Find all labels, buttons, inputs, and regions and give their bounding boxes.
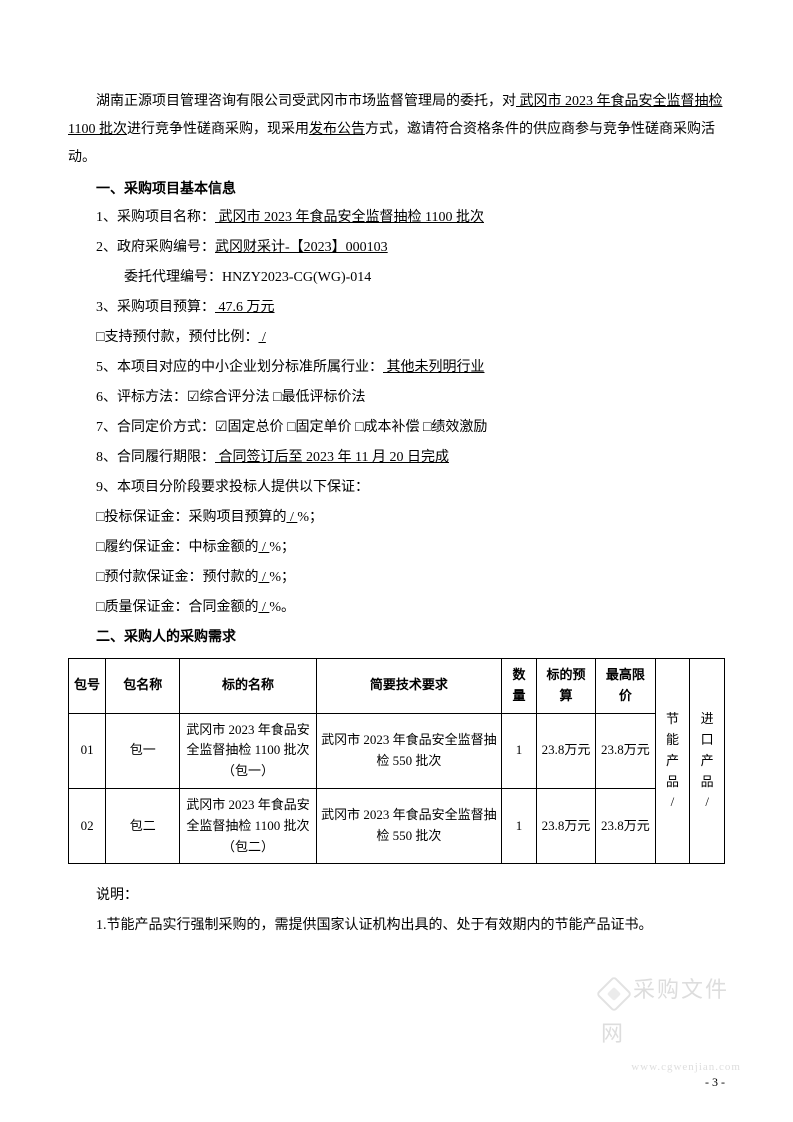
intro-prefix: 湖南正源项目管理咨询有限公司受武冈市市场监督管理局的委托，对 <box>96 94 516 109</box>
th-limit: 最高限价 <box>596 659 655 714</box>
th-budget: 标的预算 <box>536 659 595 714</box>
guarantee-2: □履约保证金：中标金额的 / %； <box>68 534 725 562</box>
g2-suffix: %； <box>269 540 295 555</box>
item3-value: 47.6 万元 <box>215 300 275 315</box>
watermark: 采购文件网 www.cgwenjian.com <box>601 968 741 1078</box>
g3-blank: / <box>258 570 269 585</box>
th-tech: 简要技术要求 <box>316 659 502 714</box>
item3-label: 3、采购项目预算： <box>96 300 215 315</box>
cell-name: 包二 <box>106 788 180 863</box>
table-header-row: 包号 包名称 标的名称 简要技术要求 数量 标的预算 最高限价 节能产品 / 进… <box>69 659 725 714</box>
cell-name: 包一 <box>106 713 180 788</box>
cell-limit: 23.8万元 <box>596 713 655 788</box>
g4-suffix: %。 <box>269 600 295 615</box>
g4-label: □质量保证金：合同金额的 <box>96 600 258 615</box>
item2-label: 2、政府采购编号： <box>96 240 215 255</box>
item8-label: 8、合同履行期限： <box>96 450 215 465</box>
g3-label: □预付款保证金：预付款的 <box>96 570 258 585</box>
g2-blank: / <box>258 540 269 555</box>
item2-sub-label: 委托代理编号： <box>124 270 222 285</box>
table-row: 01 包一 武冈市 2023 年食品安全监督抽检 1100 批次（包一） 武冈市… <box>69 713 725 788</box>
item-2-sub: 委托代理编号：HNZY2023-CG(WG)-014 <box>68 264 725 292</box>
cell-limit: 23.8万元 <box>596 788 655 863</box>
g1-suffix: %； <box>297 510 323 525</box>
item8-value: 合同签订后至 2023 年 11 月 20 日完成 <box>215 450 449 465</box>
item-7: 7、合同定价方式：☑固定总价 □固定单价 □成本补偿 □绩效激励 <box>68 414 725 442</box>
note-1: 1.节能产品实行强制采购的，需提供国家认证机构出具的、处于有效期内的节能产品证书… <box>68 912 725 940</box>
th-no: 包号 <box>69 659 106 714</box>
item-3: 3、采购项目预算： 47.6 万元 <box>68 294 725 322</box>
th-qty: 数量 <box>502 659 537 714</box>
intro-paragraph: 湖南正源项目管理咨询有限公司受武冈市市场监督管理局的委托，对 武冈市 2023 … <box>68 88 725 172</box>
item3-sub-blank: / <box>258 330 265 345</box>
side-col-2: 进口产品 / <box>690 659 725 864</box>
item-5: 5、本项目对应的中小企业划分标准所属行业： 其他未列明行业 <box>68 354 725 382</box>
g3-suffix: %； <box>269 570 295 585</box>
cell-subject: 武冈市 2023 年食品安全监督抽检 1100 批次（包一） <box>180 713 316 788</box>
cell-no: 01 <box>69 713 106 788</box>
watermark-icon <box>596 975 633 1012</box>
g1-label: □投标保证金：采购项目预算的 <box>96 510 286 525</box>
item-9: 9、本项目分阶段要求投标人提供以下保证： <box>68 474 725 502</box>
g1-blank: / <box>286 510 297 525</box>
item5-label: 5、本项目对应的中小企业划分标准所属行业： <box>96 360 383 375</box>
g4-blank: / <box>258 600 269 615</box>
item-6: 6、评标方法：☑综合评分法 □最低评标价法 <box>68 384 725 412</box>
cell-qty: 1 <box>502 713 537 788</box>
item-1: 1、采购项目名称： 武冈市 2023 年食品安全监督抽检 1100 批次 <box>68 204 725 232</box>
note-label: 说明： <box>68 882 725 910</box>
cell-budget: 23.8万元 <box>536 713 595 788</box>
guarantee-3: □预付款保证金：预付款的 / %； <box>68 564 725 592</box>
cell-tech: 武冈市 2023 年食品安全监督抽检 550 批次 <box>316 713 502 788</box>
cell-no: 02 <box>69 788 106 863</box>
item-3-sub: □支持预付款，预付比例： / <box>68 324 725 352</box>
cell-tech: 武冈市 2023 年食品安全监督抽检 550 批次 <box>316 788 502 863</box>
page-number: - 3 - <box>705 1070 725 1094</box>
item1-label: 1、采购项目名称： <box>96 210 215 225</box>
cell-subject: 武冈市 2023 年食品安全监督抽检 1100 批次（包二） <box>180 788 316 863</box>
intro-mid: 进行竞争性磋商采购，现采用 <box>127 122 309 137</box>
side-col-1: 节能产品 / <box>655 659 690 864</box>
item1-value: 武冈市 2023 年食品安全监督抽检 1100 批次 <box>215 210 484 225</box>
cell-qty: 1 <box>502 788 537 863</box>
item2-sub-value: HNZY2023-CG(WG)-014 <box>222 270 371 285</box>
th-name: 包名称 <box>106 659 180 714</box>
table-row: 02 包二 武冈市 2023 年食品安全监督抽检 1100 批次（包二） 武冈市… <box>69 788 725 863</box>
item5-value: 其他未列明行业 <box>383 360 485 375</box>
item3-sub: □支持预付款，预付比例： <box>96 330 258 345</box>
side-val-2: / <box>694 792 720 813</box>
cell-budget: 23.8万元 <box>536 788 595 863</box>
g2-label: □履约保证金：中标金额的 <box>96 540 258 555</box>
requirements-table: 包号 包名称 标的名称 简要技术要求 数量 标的预算 最高限价 节能产品 / 进… <box>68 658 725 864</box>
side-val-1: / <box>660 792 686 813</box>
guarantee-4: □质量保证金：合同金额的 / %。 <box>68 594 725 622</box>
side-header-1: 节能产品 <box>660 709 686 792</box>
item-8: 8、合同履行期限： 合同签订后至 2023 年 11 月 20 日完成 <box>68 444 725 472</box>
section2-title: 二、采购人的采购需求 <box>68 624 725 652</box>
item-2: 2、政府采购编号：武冈财采计-【2023】000103 <box>68 234 725 262</box>
item2-value: 武冈财采计-【2023】000103 <box>215 240 388 255</box>
section1-title: 一、采购项目基本信息 <box>68 176 725 204</box>
guarantee-1: □投标保证金：采购项目预算的 / %； <box>68 504 725 532</box>
side-header-2: 进口产品 <box>694 709 720 792</box>
intro-method: 发布公告 <box>309 122 365 137</box>
th-subject: 标的名称 <box>180 659 316 714</box>
